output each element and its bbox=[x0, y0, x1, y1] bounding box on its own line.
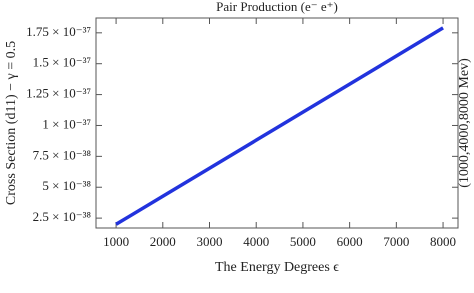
x-tick-label: 5000 bbox=[290, 234, 316, 249]
y-tick-label: 7.5 × 10⁻³⁸ bbox=[33, 147, 92, 162]
x-tick-label: 7000 bbox=[383, 234, 409, 249]
x-tick-label: 4000 bbox=[243, 234, 269, 249]
y-tick-label: 5 × 10⁻³⁸ bbox=[42, 178, 91, 193]
x-tick-label: 8000 bbox=[430, 234, 456, 249]
data-line bbox=[115, 26, 444, 226]
y-tick-label: 1.25 × 10⁻³⁷ bbox=[26, 86, 91, 101]
y-tick-label: 1 × 10⁻³⁷ bbox=[42, 116, 91, 131]
x-tick-label: 2000 bbox=[150, 234, 176, 249]
y2-axis-label: (1000,4000,8000 Mev) bbox=[457, 58, 472, 188]
y-tick-label: 1.75 × 10⁻³⁷ bbox=[26, 24, 91, 39]
x-tick-label: 1000 bbox=[103, 234, 129, 249]
x-tick-label: 3000 bbox=[197, 234, 223, 249]
plot-frame bbox=[95, 17, 459, 229]
x-tick-label: 6000 bbox=[337, 234, 363, 249]
y-axis-label: Cross Section (d11) − γ = 0.5 bbox=[4, 41, 19, 205]
y-tick-label: 1.5 × 10⁻³⁷ bbox=[33, 55, 91, 70]
x-axis-label: The Energy Degrees ϵ bbox=[215, 260, 339, 275]
chart-title: Pair Production (e⁻ e⁺) bbox=[216, 0, 338, 14]
y-tick-label: 2.5 × 10⁻³⁸ bbox=[33, 209, 92, 224]
